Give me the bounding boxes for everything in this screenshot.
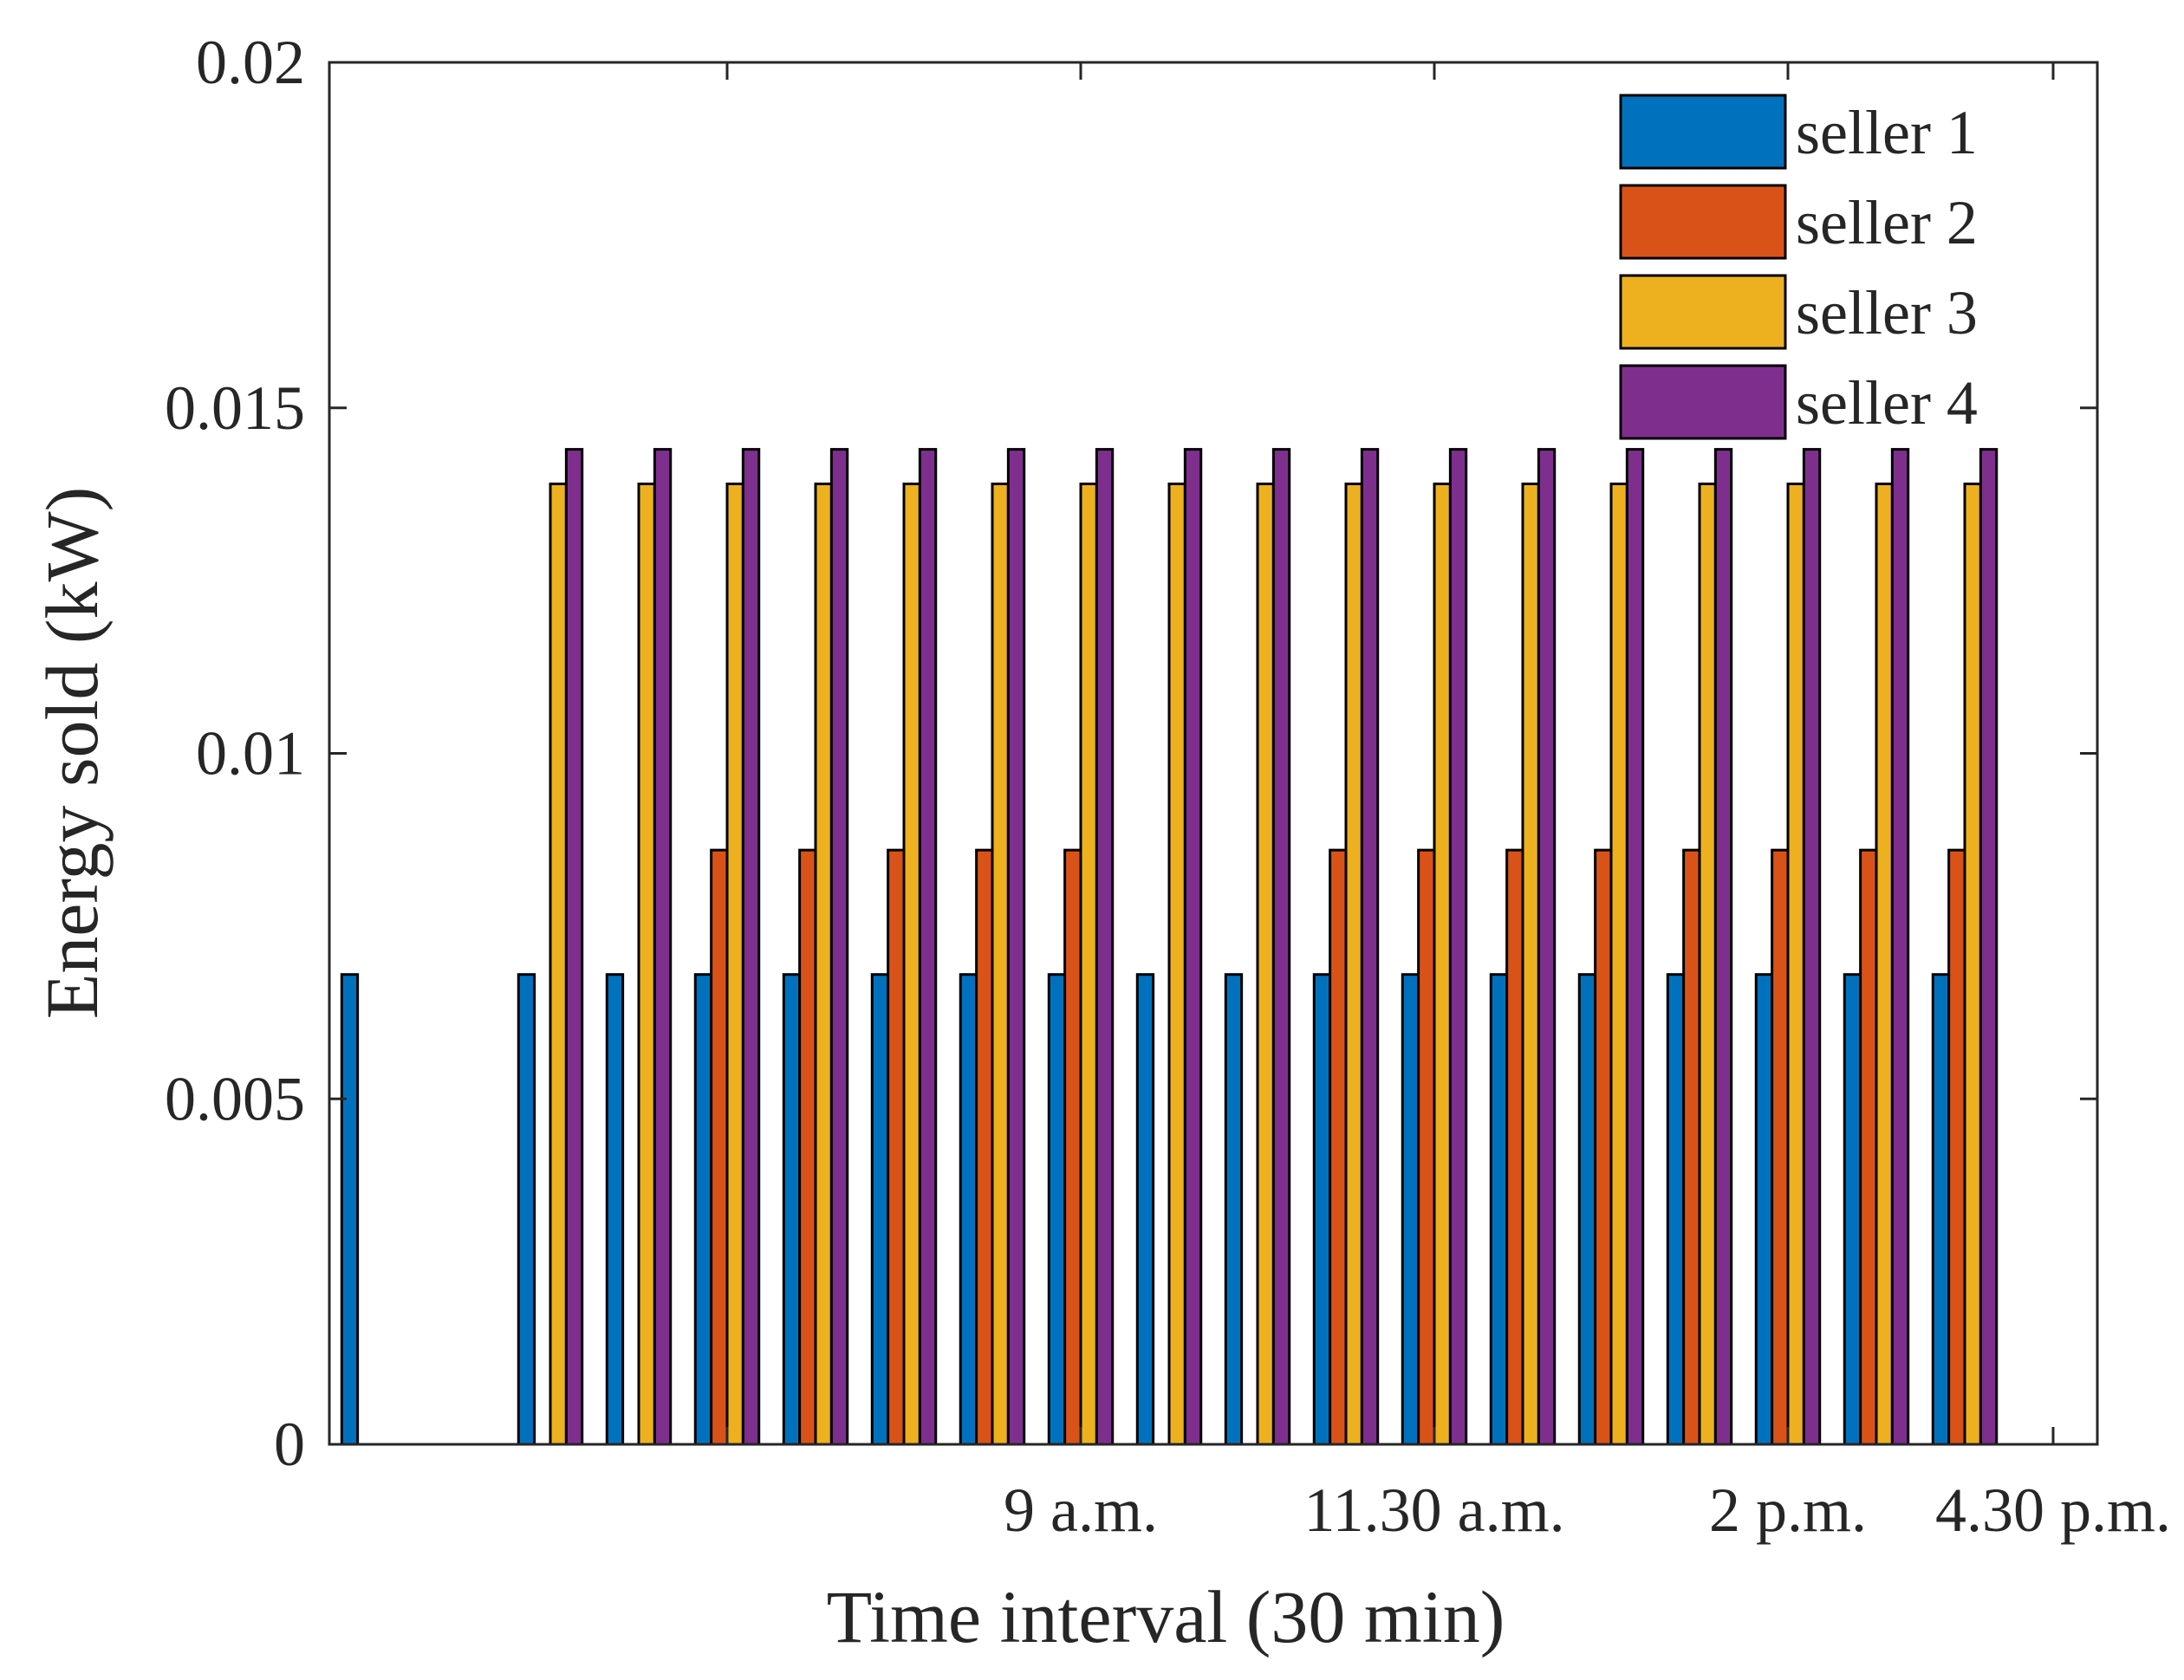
bar-seller-2-15 [1594,848,1613,1446]
bar-seller-3-13 [1433,482,1452,1446]
bar-seller-1-17 [1754,973,1774,1446]
y-tick-label: 0.02 [196,28,305,97]
bar-seller-3-10 [1167,482,1186,1446]
bar-seller-2-18 [1859,848,1878,1446]
x-tick-label: 11.30 a.m. [1303,1476,1564,1545]
legend-label: seller 3 [1796,278,1978,347]
bar-seller-3-7 [902,482,921,1446]
bar-seller-2-9 [1063,848,1082,1446]
bar-seller-1-19 [1931,973,1951,1446]
legend-label: seller 4 [1796,368,1978,438]
bar-seller-2-17 [1771,848,1790,1446]
bar-seller-2-13 [1417,848,1436,1446]
bar-seller-1-6 [782,973,802,1446]
bar-seller-2-7 [887,848,906,1446]
y-axis-title: Energy sold (kW) [30,487,114,1020]
bar-seller-4-18 [1890,448,1910,1446]
bar-seller-4-19 [1979,448,1999,1446]
bar-seller-2-14 [1505,848,1524,1446]
bar-seller-1-18 [1843,973,1862,1446]
bar-seller-1-8 [959,973,978,1446]
bar-seller-1-14 [1489,973,1509,1446]
y-tick-label: 0.005 [165,1064,305,1133]
bar-seller-3-14 [1521,482,1540,1446]
bar-seller-1-12 [1312,973,1332,1446]
bar-seller-2-6 [798,848,817,1446]
bar-seller-3-3 [549,482,568,1446]
bar-seller-2-5 [710,848,729,1446]
bar-seller-3-12 [1344,482,1363,1446]
legend-swatch-seller-3 [1619,274,1787,350]
bar-seller-1-5 [693,973,713,1446]
bar-seller-1-4 [605,973,625,1446]
bar-seller-3-17 [1786,482,1805,1446]
x-tick-label: 9 a.m. [1004,1476,1158,1545]
bar-seller-4-17 [1802,448,1822,1446]
legend-label: seller 2 [1796,188,1978,257]
bar-seller-3-15 [1609,482,1628,1446]
bar-seller-4-11 [1271,448,1291,1446]
x-tick-label: 4.30 p.m. [1935,1476,2171,1545]
bar-seller-1-9 [1047,973,1067,1446]
bar-seller-4-7 [918,448,938,1446]
bar-seller-1-16 [1666,973,1686,1446]
bar-seller-3-5 [725,482,744,1446]
bar-seller-4-9 [1095,448,1115,1446]
bar-seller-4-4 [653,448,673,1446]
legend: seller 1 seller 2 seller 3 seller 4 [1619,94,1978,440]
y-tick-label: 0.015 [165,373,305,443]
bar-seller-4-10 [1183,448,1203,1446]
bar-seller-1-7 [870,973,890,1446]
bar-seller-1-3 [517,973,536,1446]
bar-seller-4-15 [1625,448,1645,1446]
bar-seller-2-12 [1329,848,1348,1446]
bar-seller-3-6 [814,482,833,1446]
bar-seller-3-18 [1875,482,1894,1446]
bar-seller-1-10 [1135,973,1155,1446]
x-tick-label: 2 p.m. [1709,1476,1867,1545]
legend-swatch-seller-4 [1619,364,1787,440]
bar-seller-4-8 [1006,448,1026,1446]
bar-seller-4-13 [1448,448,1468,1446]
legend-label: seller 1 [1796,98,1978,167]
y-tick-label: 0 [274,1410,305,1479]
axes-group: 0 0.005 0.01 0.015 0.02 9 a.m. 11.30 a.m. 2 p.m… [165,28,2171,1545]
bar-seller-3-16 [1698,482,1717,1446]
bar-seller-1-11 [1224,973,1244,1446]
bar-seller-2-8 [975,848,994,1446]
bar-seller-1-13 [1401,973,1420,1446]
bar-seller-4-12 [1360,448,1380,1446]
bar-seller-3-11 [1256,482,1275,1446]
bar-seller-3-4 [637,482,656,1446]
bar-seller-4-3 [564,448,584,1446]
legend-swatch-seller-2 [1619,184,1787,260]
bar-seller-3-8 [991,482,1010,1446]
bar-seller-3-9 [1079,482,1098,1446]
bar-seller-4-5 [741,448,761,1446]
bar-seller-4-6 [829,448,849,1446]
bar-seller-2-16 [1682,848,1701,1446]
bar-seller-4-14 [1537,448,1557,1446]
plot-area [329,62,2097,1444]
bar-seller-1-1 [340,973,360,1446]
x-axis-title: Time interval (30 min) [827,1575,1505,1658]
bar-seller-4-16 [1713,448,1733,1446]
bar-seller-3-19 [1963,482,1982,1446]
y-tick-label: 0.01 [196,719,305,788]
bar-seller-1-15 [1577,973,1597,1446]
bar-seller-2-19 [1947,848,1966,1446]
legend-swatch-seller-1 [1619,94,1787,170]
